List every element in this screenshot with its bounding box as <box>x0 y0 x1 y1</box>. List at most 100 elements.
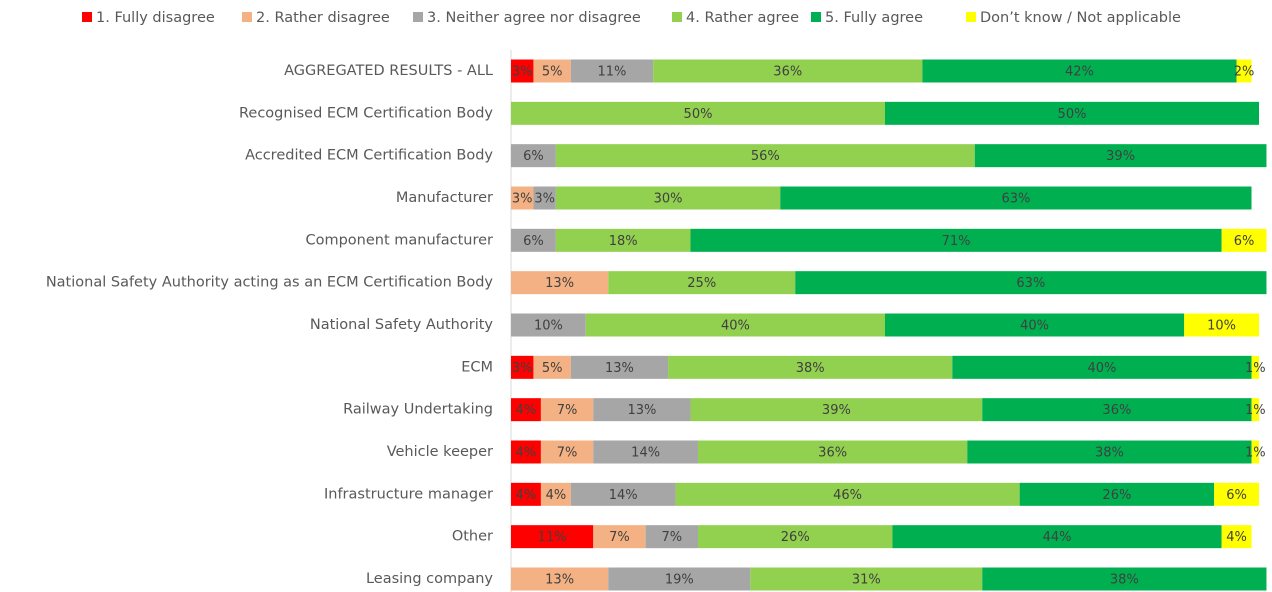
bar-segment <box>511 144 556 168</box>
value-label: 3% <box>534 192 555 207</box>
value-label: 36% <box>773 65 802 80</box>
value-label: 38% <box>1110 573 1139 588</box>
bar-segment <box>555 186 781 210</box>
bar-segment <box>540 482 571 506</box>
bar-segment <box>540 398 594 422</box>
bar-segment <box>690 228 1222 252</box>
category-label: AGGREGATED RESULTS - ALL <box>284 63 493 79</box>
value-label: 11% <box>598 65 627 80</box>
value-label: 7% <box>662 530 683 545</box>
category-label: Manufacturer <box>396 190 493 206</box>
bar-segment <box>698 440 968 464</box>
value-label: 10% <box>534 319 563 334</box>
bar-segment <box>555 228 691 252</box>
bar-segment <box>570 59 654 83</box>
bar-segment <box>593 440 698 464</box>
value-label: 5% <box>542 361 563 376</box>
legend-label: 2. Rather disagree <box>256 10 390 26</box>
bar-segment <box>1236 59 1252 83</box>
value-label: 71% <box>942 234 971 249</box>
value-label: 4% <box>516 446 537 461</box>
bar-segment <box>511 228 556 252</box>
value-label: 56% <box>751 149 780 164</box>
value-label: 40% <box>721 319 750 334</box>
value-label: 36% <box>1102 403 1131 418</box>
value-label: 4% <box>1226 530 1247 545</box>
bar-segment <box>555 144 975 168</box>
value-label: 14% <box>609 488 638 503</box>
bar-segment <box>533 355 571 379</box>
value-label: 40% <box>1020 319 1049 334</box>
category-label: National Safety Authority acting as an E… <box>46 275 494 291</box>
bar-segment <box>967 440 1252 464</box>
category-label: ECM <box>461 359 493 375</box>
value-label: 36% <box>818 446 847 461</box>
category-label: National Safety Authority <box>310 317 494 333</box>
value-label: 4% <box>516 403 537 418</box>
bar-segment <box>668 355 953 379</box>
value-label: 1% <box>1245 403 1266 418</box>
legend-label: Don’t know / Not applicable <box>980 10 1181 26</box>
legend-swatch <box>672 12 682 22</box>
category-label: Leasing company <box>366 571 493 587</box>
bar-segment <box>533 186 556 210</box>
value-label: 13% <box>545 573 574 588</box>
legend-label: 4. Rather agree <box>686 10 799 26</box>
value-label: 14% <box>631 446 660 461</box>
value-label: 18% <box>609 234 638 249</box>
legend-swatch <box>413 12 423 22</box>
bar-segment <box>511 525 594 549</box>
value-label: 40% <box>1087 361 1116 376</box>
bar-segment <box>780 186 1252 210</box>
bar-segment <box>570 482 676 506</box>
value-label: 39% <box>822 403 851 418</box>
legend-label: 1. Fully disagree <box>96 10 215 26</box>
value-label: 63% <box>1001 192 1030 207</box>
bar-segment <box>892 525 1222 549</box>
legend-swatch <box>82 12 92 22</box>
bar-segment <box>885 101 1259 125</box>
bar-segment <box>1221 228 1267 252</box>
bar-segment <box>511 313 586 337</box>
bar-segment <box>608 271 796 295</box>
value-label: 38% <box>796 361 825 376</box>
value-label: 7% <box>557 446 578 461</box>
category-label: Recognised ECM Certification Body <box>239 105 493 121</box>
bar-segment <box>698 525 893 549</box>
bar-segment <box>593 525 646 549</box>
value-label: 13% <box>627 403 656 418</box>
value-label: 1% <box>1245 446 1266 461</box>
category-label: Railway Undertaking <box>343 402 493 418</box>
value-label: 3% <box>512 192 533 207</box>
value-label: 13% <box>605 361 634 376</box>
value-label: 6% <box>1234 234 1255 249</box>
bar-segment <box>922 59 1237 83</box>
value-label: 4% <box>546 488 567 503</box>
bar-segment <box>511 398 541 422</box>
bar-segment <box>982 567 1267 591</box>
bar-segment <box>1019 482 1215 506</box>
value-label: 7% <box>609 530 630 545</box>
legend-label: 3. Neither agree nor disagree <box>427 10 641 26</box>
value-label: 6% <box>1226 488 1247 503</box>
bar-segment <box>690 398 983 422</box>
category-label: Component manufacturer <box>305 232 493 248</box>
value-label: 13% <box>545 276 574 291</box>
bar-segment <box>585 313 885 337</box>
bar-segment <box>608 567 751 591</box>
value-label: 3% <box>512 65 533 80</box>
bar-segment <box>593 398 691 422</box>
bar-segment <box>511 101 885 125</box>
value-label: 26% <box>1102 488 1131 503</box>
legend-swatch <box>811 12 821 22</box>
category-label: Accredited ECM Certification Body <box>245 148 493 164</box>
bar-segment <box>511 271 609 295</box>
value-label: 11% <box>538 530 567 545</box>
value-label: 42% <box>1065 65 1094 80</box>
bar-segment <box>653 59 923 83</box>
value-label: 44% <box>1043 530 1072 545</box>
bar-segment <box>645 525 698 549</box>
bar-segment <box>952 355 1252 379</box>
value-label: 6% <box>523 234 544 249</box>
